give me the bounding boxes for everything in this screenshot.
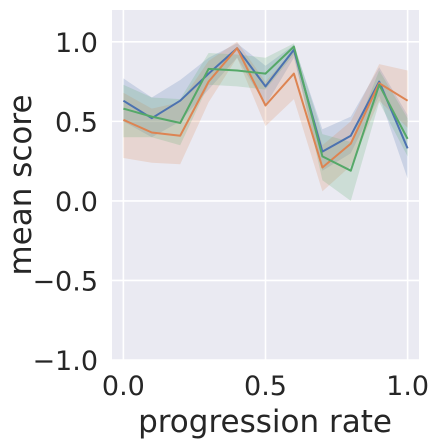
series-lines: [122, 45, 409, 172]
y-tick-label: −0.5: [32, 266, 98, 297]
tick-labels: −1.0 −0.5 0.0 0.5 1.0 0.0 0.5 1.0: [32, 28, 429, 402]
series-3-line: [123, 45, 409, 172]
series-2-line: [122, 47, 409, 169]
y-axis-label: mean score: [3, 94, 39, 275]
x-tick-label: 1.0: [386, 371, 429, 402]
y-tick-label: 0.5: [55, 107, 98, 138]
y-tick-label: −1.0: [32, 346, 98, 377]
y-tick-label: 0.0: [55, 187, 98, 218]
x-axis-label: progression rate: [138, 404, 392, 440]
series-1-line: [122, 47, 409, 153]
series-2-band: [123, 41, 408, 192]
x-tick-label: 0.0: [102, 371, 145, 402]
grid: [112, 10, 419, 361]
x-tick-label: 0.5: [244, 371, 287, 402]
y-tick-label: 1.0: [55, 28, 98, 59]
series-3-band: [123, 43, 408, 201]
